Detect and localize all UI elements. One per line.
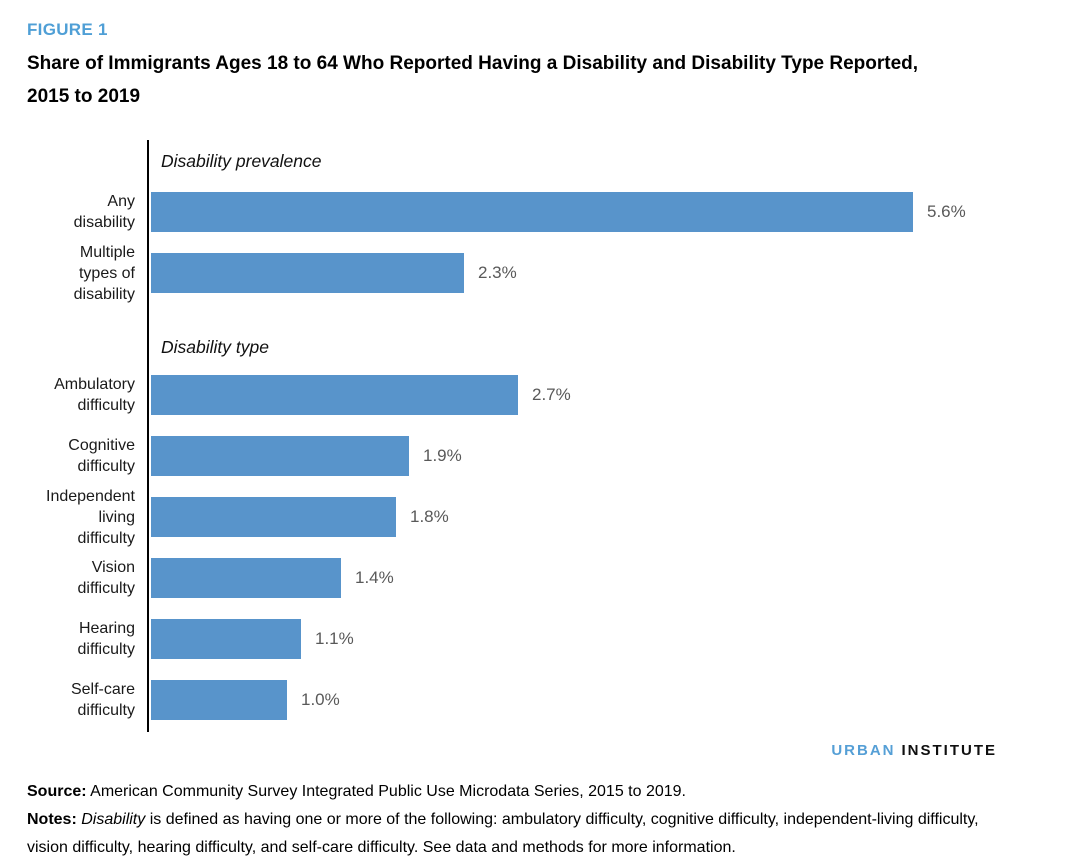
row-label: Multiple types of disability [73,243,135,303]
chart-title: Share of Immigrants Ages 18 to 64 Who Re… [27,53,919,107]
bar [151,558,341,598]
notes-note: Notes: Disability is defined as having o… [27,806,987,862]
bar-row-multiple-types: Multiple types of disability 2.3% [27,244,1080,303]
bar-chart: Disability prevalence Any disability 5.6… [27,140,1080,732]
bar-value-label: 2.3% [478,263,517,282]
bar-row-ambulatory: Ambulatory difficulty 2.7% [27,375,1080,415]
row-label: Hearing difficulty [77,620,135,658]
bar [151,192,913,232]
y-axis-line [147,140,149,732]
bar-value-label: 1.9% [423,446,462,465]
bar-row-vision: Vision difficulty 1.4% [27,558,1080,598]
figure-label: FIGURE 1 [27,20,108,39]
section-header-type: Disability type [161,337,269,357]
bar-row-hearing: Hearing difficulty 1.1% [27,619,1080,659]
footer-notes: Source: American Community Survey Integr… [27,778,987,862]
notes-label: Notes: [27,811,77,828]
bar-value-label: 1.4% [355,568,394,587]
source-label: Source: [27,783,87,800]
bar-value-label: 2.7% [532,385,571,404]
row-label: Vision difficulty [77,559,135,597]
notes-text: is defined as having one or more of the … [27,811,979,856]
bar [151,375,518,415]
row-label: Ambulatory difficulty [54,376,135,414]
institute-wordmark-black: INSTITUTE [901,742,997,759]
bar-value-label: 1.0% [301,690,340,709]
bar-value-label: 5.6% [927,202,966,221]
source-text: American Community Survey Integrated Pub… [86,783,686,800]
bar-row-cognitive: Cognitive difficulty 1.9% [27,436,1080,476]
urban-institute-logo: URBAN INSTITUTE [27,743,997,758]
bar [151,497,396,537]
row-label: Independent living difficulty [46,487,135,547]
source-note: Source: American Community Survey Integr… [27,778,987,806]
bar-row-any-disability: Any disability 5.6% [27,192,1080,232]
row-label: Cognitive difficulty [68,437,135,475]
bar-row-independent-living: Independent living difficulty 1.8% [27,488,1080,547]
bar [151,619,301,659]
bar [151,253,464,293]
bar [151,436,409,476]
row-label: Self-care difficulty [70,681,135,719]
row-label: Any disability [73,193,135,231]
bar-value-label: 1.1% [315,629,354,648]
section-header-prevalence: Disability prevalence [161,151,322,171]
notes-italic-term: Disability [76,811,146,828]
bar-row-self-care: Self-care difficulty 1.0% [27,680,1080,720]
bar-value-label: 1.8% [410,507,449,526]
bar [151,680,287,720]
urban-wordmark-blue: URBAN [831,742,896,759]
